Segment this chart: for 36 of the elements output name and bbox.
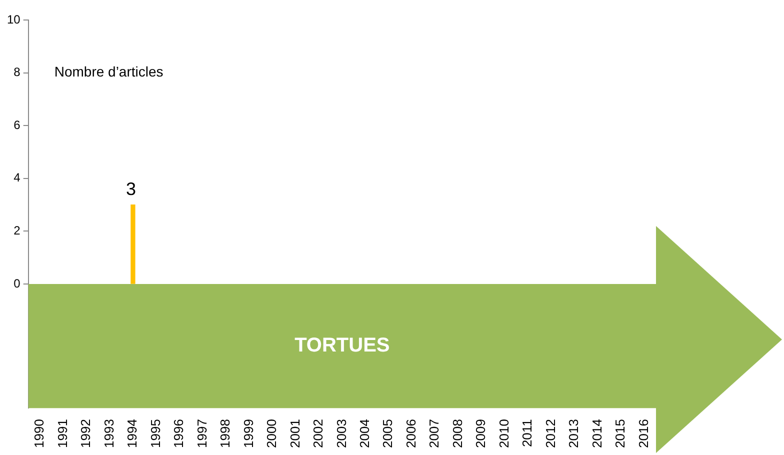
y-tick-label: 6 <box>14 118 21 132</box>
y-tick-label: 4 <box>14 170 21 185</box>
x-tick-label: 1993 <box>101 419 116 448</box>
x-tick-label: 2009 <box>473 419 488 448</box>
x-tick-label: 2003 <box>334 419 349 448</box>
x-tick-label: 2000 <box>264 419 280 448</box>
x-tick-label: 1992 <box>78 419 94 448</box>
x-tick-label: 2013 <box>566 419 582 448</box>
x-tick-label: 2001 <box>287 419 302 448</box>
x-tick-label: 2002 <box>310 419 326 448</box>
x-tick-label: 2006 <box>403 419 418 448</box>
y-tick-label: 8 <box>14 65 21 80</box>
x-tick-label: 1994 <box>124 419 140 448</box>
x-tick-label: 1996 <box>171 419 186 448</box>
x-tick-label: 2016 <box>636 419 651 448</box>
x-tick-label: 2015 <box>612 419 628 448</box>
data-label: 3 <box>126 178 136 199</box>
x-tick-label: 2014 <box>589 419 604 448</box>
x-tick-label: 1998 <box>218 419 233 448</box>
y-axis-title: Nombre d’articles <box>54 64 164 80</box>
x-tick-label: 2008 <box>450 419 465 448</box>
y-tick-label: 0 <box>14 276 21 290</box>
x-tick-label: 2011 <box>520 419 535 448</box>
x-tick-label: 1990 <box>32 419 47 448</box>
x-tick-label: 1999 <box>240 419 256 448</box>
x-tick-label: 2004 <box>357 419 372 448</box>
x-tick-label: 2007 <box>426 419 442 448</box>
y-tick-label: 10 <box>6 12 21 26</box>
x-tick-label: 1997 <box>194 419 210 448</box>
x-tick-label: 1995 <box>148 419 163 448</box>
x-tick-label: 2010 <box>496 419 512 448</box>
x-tick-label: 2005 <box>380 419 396 448</box>
x-tick-label: 2012 <box>542 419 558 448</box>
band-label: TORTUES <box>294 334 390 357</box>
y-tick-label: 2 <box>14 224 21 238</box>
x-tick-label: 1991 <box>54 419 70 448</box>
